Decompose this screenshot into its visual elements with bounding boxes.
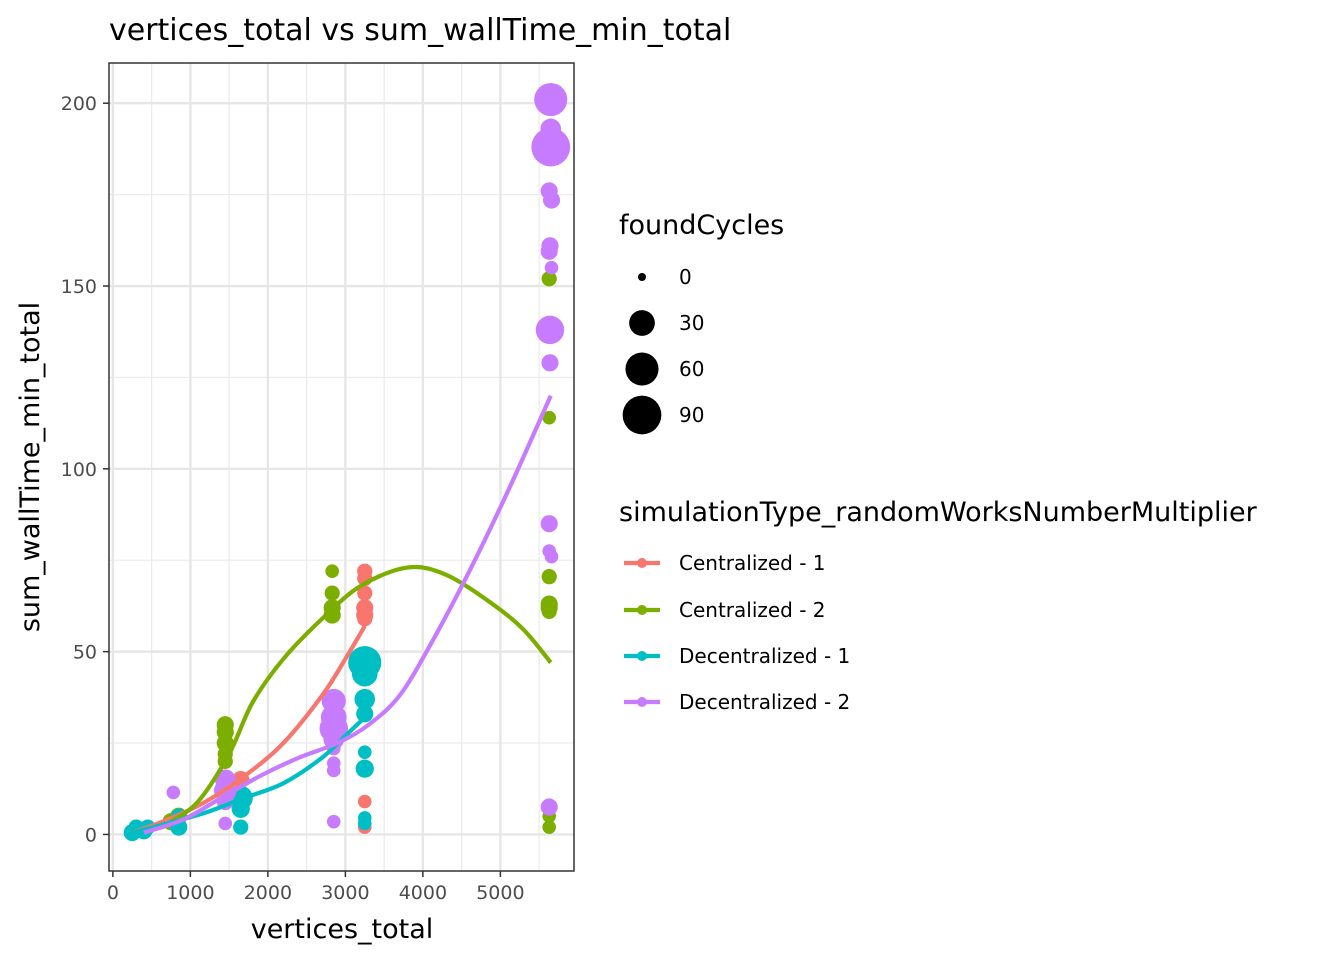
- plot-border: [108, 62, 575, 872]
- data-point: [357, 745, 372, 759]
- data-point: [542, 820, 557, 834]
- data-point: [216, 734, 234, 752]
- size-legend-label: 60: [679, 357, 704, 381]
- x-tick-label: 2000: [244, 882, 292, 904]
- y-tick-label: 50: [73, 642, 97, 664]
- data-point: [541, 603, 557, 620]
- color-legend: Centralized - 1 Centralized - 2 Decentrali…: [624, 551, 850, 714]
- data-point: [354, 688, 376, 710]
- data-point: [540, 798, 558, 816]
- data-point: [541, 569, 557, 585]
- color-legend-dot: [637, 697, 647, 707]
- data-point: [218, 816, 233, 831]
- x-axis-label: vertices_total: [251, 914, 434, 945]
- data-point: [326, 814, 341, 829]
- data-point: [351, 660, 378, 687]
- data-point: [325, 564, 340, 579]
- x-tick-label: 1000: [166, 882, 214, 904]
- data-point: [542, 410, 557, 425]
- size-legend-title: foundCycles: [619, 210, 784, 241]
- x-axis: 0 1000 2000 3000 4000 5000: [107, 871, 525, 904]
- size-legend-key: [622, 395, 662, 435]
- data-point: [541, 271, 557, 287]
- data-point: [540, 242, 558, 260]
- data-point: [231, 799, 250, 818]
- data-point: [356, 705, 374, 723]
- color-legend-label: Decentralized - 1: [679, 644, 850, 668]
- data-point: [166, 785, 181, 800]
- trend-line: [169, 564, 553, 824]
- data-point: [544, 549, 559, 564]
- data-point: [357, 585, 373, 601]
- color-legend-dot: [637, 558, 647, 568]
- data-point: [357, 816, 372, 831]
- color-legend-dot: [637, 605, 647, 615]
- size-legend-label: 30: [679, 311, 704, 335]
- data-point: [326, 763, 341, 778]
- size-legend-label: 90: [679, 403, 704, 427]
- data-point: [535, 315, 565, 345]
- size-legend-key: [638, 273, 646, 281]
- color-legend-title: simulationType_randomWorksNumberMultipli…: [619, 497, 1258, 528]
- data-point: [534, 83, 568, 117]
- trend-lines: [131, 394, 553, 835]
- color-legend-label: Centralized - 2: [679, 598, 826, 622]
- data-point: [544, 260, 559, 275]
- x-tick-label: 3000: [321, 882, 369, 904]
- trend-line: [143, 394, 553, 835]
- grid-minor: [109, 63, 574, 871]
- x-tick-label: 4000: [399, 882, 447, 904]
- size-legend-key: [625, 352, 659, 386]
- trend-line: [131, 624, 367, 835]
- y-tick-label: 200: [61, 93, 97, 115]
- color-legend-label: Decentralized - 2: [679, 690, 850, 714]
- x-tick-label: 0: [107, 882, 119, 904]
- data-point: [324, 585, 340, 601]
- data-point: [542, 191, 561, 209]
- x-tick-label: 5000: [476, 882, 524, 904]
- plot-panel: [109, 63, 574, 871]
- data-point: [233, 819, 249, 835]
- data-point: [540, 515, 558, 533]
- y-tick-label: 150: [61, 276, 97, 298]
- color-legend-label: Centralized - 1: [679, 551, 826, 575]
- size-legend-key: [629, 310, 655, 336]
- size-legend: 0 30 60 90: [622, 265, 704, 435]
- y-tick-label: 100: [61, 459, 97, 481]
- y-axis: 0 50 100 150 200: [61, 93, 109, 846]
- data-point: [531, 127, 571, 167]
- y-axis-label: sum_wallTime_min_total: [15, 302, 46, 632]
- chart-title: vertices_total vs sum_wallTime_min_total: [109, 13, 731, 48]
- data-point: [541, 354, 559, 372]
- data-point: [357, 794, 372, 809]
- data-point: [355, 759, 374, 778]
- color-legend-dot: [637, 651, 647, 661]
- y-tick-label: 0: [85, 824, 97, 846]
- size-legend-label: 0: [679, 265, 692, 289]
- data-point: [357, 611, 373, 627]
